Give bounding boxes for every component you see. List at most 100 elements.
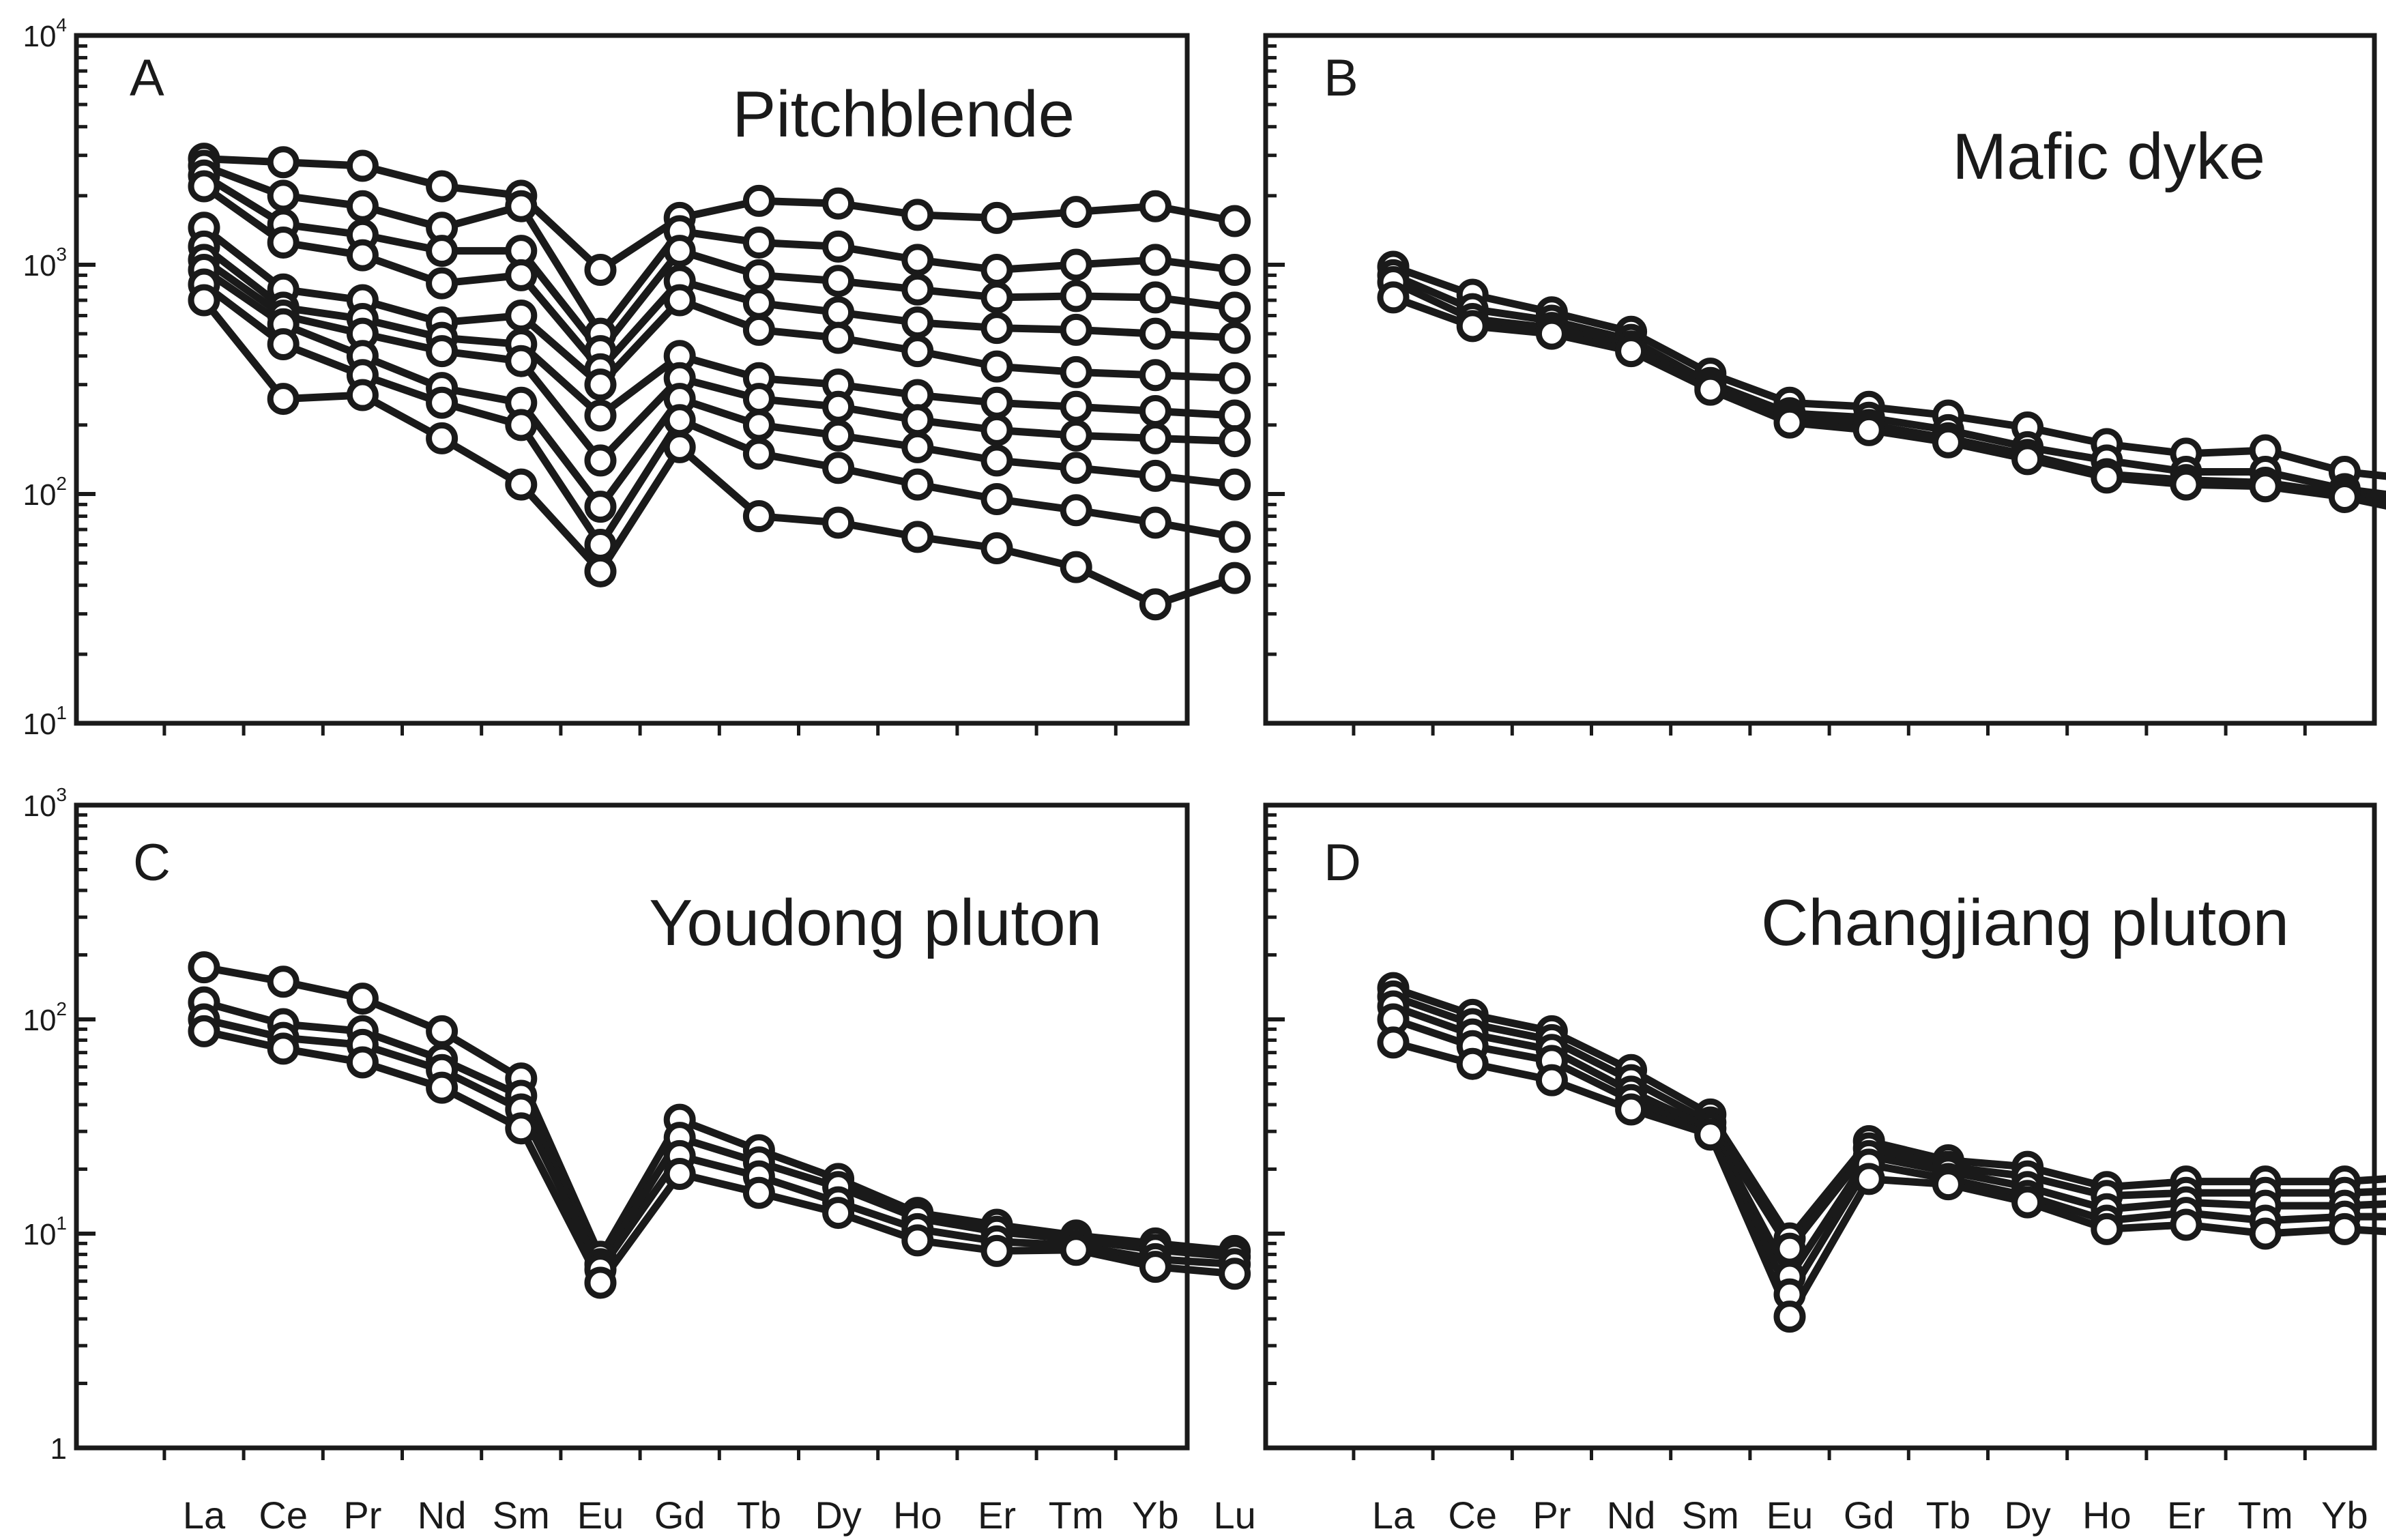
data-point xyxy=(188,1015,220,1047)
data-point xyxy=(584,555,617,587)
data-point xyxy=(584,1266,617,1299)
data-point xyxy=(742,184,775,217)
data-point xyxy=(1139,244,1172,276)
data-point xyxy=(426,267,459,300)
data-point xyxy=(822,230,855,263)
x-tick-label-yb: Yb xyxy=(2321,1494,2368,1537)
panel-title: Pitchblende xyxy=(732,78,1075,151)
data-point xyxy=(2170,468,2202,501)
data-point xyxy=(1060,452,1092,484)
data-point xyxy=(584,368,617,401)
data-point xyxy=(901,244,934,276)
data-point xyxy=(2328,1212,2361,1245)
panel-title: Changjiang pluton xyxy=(1761,886,2289,959)
x-tick-label-eu: Eu xyxy=(1766,1494,1814,1537)
data-point xyxy=(1139,190,1172,222)
data-point xyxy=(1139,459,1172,492)
data-point xyxy=(1139,281,1172,314)
data-point xyxy=(1219,425,1251,458)
data-point xyxy=(901,431,934,463)
data-point xyxy=(1060,313,1092,346)
data-point xyxy=(901,404,934,437)
data-point xyxy=(426,235,459,267)
data-point xyxy=(505,345,538,377)
data-point xyxy=(822,452,855,484)
y-tick-base: 10 xyxy=(23,249,56,282)
data-point xyxy=(2011,443,2044,476)
data-point xyxy=(980,532,1013,564)
x-tick-label-gd: Gd xyxy=(1844,1494,1895,1537)
x-tick-label-ce: Ce xyxy=(1448,1494,1497,1537)
data-point xyxy=(1535,317,1568,350)
y-axis xyxy=(1266,33,1285,725)
data-point xyxy=(426,386,459,419)
x-tick-label-la: La xyxy=(1372,1494,1415,1537)
data-point xyxy=(822,506,855,539)
y-tick-exponent: 2 xyxy=(56,473,67,494)
data-point xyxy=(346,149,379,182)
data-point xyxy=(742,259,775,291)
data-point xyxy=(267,1032,300,1065)
data-point xyxy=(1615,1093,1648,1126)
series-group xyxy=(1377,250,2386,513)
data-point xyxy=(1060,248,1092,281)
panel-letter: A xyxy=(130,49,164,107)
data-point xyxy=(1219,362,1251,394)
x-tick-label-dy: Dy xyxy=(2004,1494,2050,1537)
data-point xyxy=(505,409,538,441)
data-point xyxy=(980,281,1013,314)
data-point xyxy=(663,235,696,267)
x-tick-label-ce: Ce xyxy=(259,1494,308,1537)
x-tick-label-gd: Gd xyxy=(654,1494,705,1537)
data-point xyxy=(980,1234,1013,1267)
y-axis xyxy=(1266,803,1285,1450)
data-point xyxy=(1219,562,1251,594)
data-point xyxy=(1060,1234,1092,1266)
y-tick-base: 10 xyxy=(23,1004,56,1037)
data-point xyxy=(901,521,934,553)
data-point xyxy=(2170,1208,2202,1241)
data-point xyxy=(1456,1047,1489,1080)
data-point xyxy=(505,468,538,501)
y-tick-label: 102 xyxy=(23,998,67,1037)
data-point xyxy=(901,199,934,231)
x-tick-label-er: Er xyxy=(2167,1494,2205,1537)
data-point xyxy=(1535,1064,1568,1096)
data-point xyxy=(1060,419,1092,452)
data-point xyxy=(980,253,1013,286)
x-tick-label-dy: Dy xyxy=(815,1494,861,1537)
data-point xyxy=(267,328,300,361)
data-point xyxy=(1219,468,1251,501)
x-tick-label-pr: Pr xyxy=(343,1494,381,1537)
plot-frame xyxy=(1263,33,2377,726)
data-point xyxy=(426,1071,459,1104)
data-point xyxy=(426,335,459,368)
data-point xyxy=(1377,1026,1410,1059)
y-tick-label: 103 xyxy=(23,784,67,823)
x-tick-label-pr: Pr xyxy=(1532,1494,1571,1537)
panel-letter: C xyxy=(133,834,171,892)
data-point xyxy=(267,383,300,416)
data-point xyxy=(1139,506,1172,539)
data-point xyxy=(1694,373,1727,406)
data-point xyxy=(346,983,379,1015)
x-tick-label-tb: Tb xyxy=(737,1494,781,1537)
data-point xyxy=(901,335,934,368)
panel-b: B Mafic dyke xyxy=(1263,33,2386,736)
data-point xyxy=(346,239,379,272)
data-point xyxy=(1060,355,1092,388)
data-point xyxy=(1139,422,1172,454)
x-tick-label-la: La xyxy=(183,1494,226,1537)
x-tick-label-yb: Yb xyxy=(1132,1494,1179,1537)
data-point xyxy=(822,1197,855,1230)
data-point xyxy=(822,265,855,297)
data-point xyxy=(1773,406,1806,439)
data-point xyxy=(742,313,775,346)
data-point xyxy=(901,1224,934,1257)
data-point xyxy=(663,431,696,463)
